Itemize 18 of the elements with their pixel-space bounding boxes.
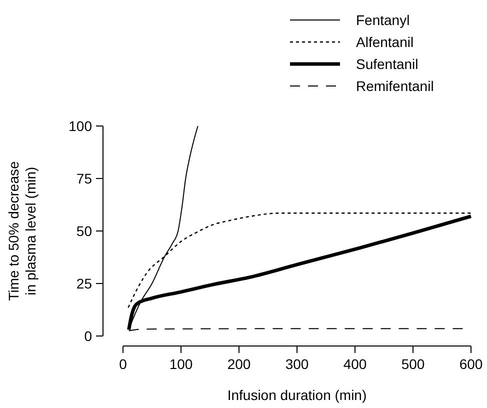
y-tick-label: 50 (76, 222, 92, 239)
legend-label: Fentanyl (356, 12, 410, 28)
legend-label: Remifentanil (356, 78, 434, 94)
y-tick-label: 0 (84, 328, 92, 344)
y-tick-label: 25 (76, 275, 92, 292)
x-tick-label: 100 (169, 356, 193, 372)
x-tick-label: 200 (227, 356, 251, 372)
x-tick-label: 500 (401, 356, 425, 372)
legend-label: Sufentanil (356, 56, 418, 72)
x-axis-title: Infusion duration (min) (227, 387, 367, 403)
y-tick-label: 75 (76, 170, 92, 186)
x-tick-label: 0 (119, 356, 128, 372)
y-axis-title: Time to 50% decrease in plasma level (min) (6, 161, 38, 301)
y-tick-label: 100 (68, 118, 92, 134)
x-tick-label: 300 (285, 356, 309, 372)
x-tick-label: 600 (459, 356, 483, 372)
x-tick-label: 400 (343, 356, 367, 372)
legend-label: Alfentanil (356, 34, 414, 50)
